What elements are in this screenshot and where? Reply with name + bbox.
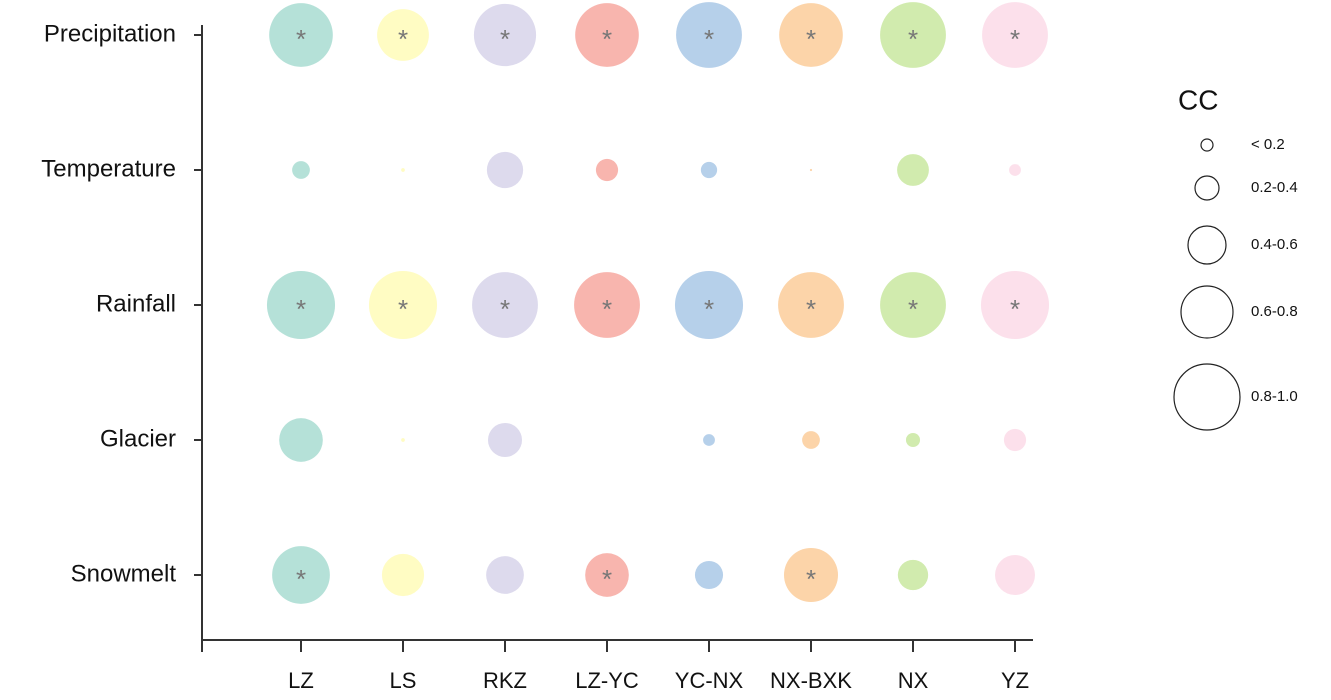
bubble xyxy=(272,546,330,604)
bubble xyxy=(472,272,538,338)
x-tick-label: NX-BXK xyxy=(770,668,852,693)
bubble xyxy=(779,3,843,67)
bubble xyxy=(980,270,1050,340)
bubble xyxy=(595,158,619,182)
bubble xyxy=(802,431,820,449)
bubble xyxy=(778,272,844,338)
bubble xyxy=(982,2,1048,68)
bubble xyxy=(401,438,405,442)
x-tick-label: YZ xyxy=(1001,668,1029,693)
legend-label: 0.8-1.0 xyxy=(1251,388,1298,405)
significance-marker: * xyxy=(806,294,816,324)
significance-marker: * xyxy=(296,294,306,324)
bubble xyxy=(1003,428,1027,452)
bubble xyxy=(880,272,946,338)
legend-circle xyxy=(1200,138,1214,152)
x-tick-label: LZ xyxy=(288,668,314,693)
bubble xyxy=(575,3,639,67)
y-tick-label: Glacier xyxy=(100,425,176,452)
bubble xyxy=(703,434,715,446)
bubble xyxy=(809,168,813,172)
bubble xyxy=(694,560,724,590)
bubble xyxy=(381,553,425,597)
bubble xyxy=(574,272,640,338)
y-tick-label: Rainfall xyxy=(96,290,176,317)
significance-marker: * xyxy=(500,294,510,324)
bubble xyxy=(486,151,524,189)
legend-title: CC xyxy=(1178,84,1218,115)
significance-marker: * xyxy=(908,24,918,54)
bubble xyxy=(897,559,929,591)
bubble xyxy=(995,555,1035,595)
bubble xyxy=(1009,164,1021,176)
bubble xyxy=(905,432,921,448)
bubble xyxy=(676,2,742,68)
bubble xyxy=(368,270,438,340)
bubble xyxy=(880,2,946,68)
significance-marker: * xyxy=(806,564,816,594)
bubble xyxy=(487,422,523,458)
y-tick-label: Precipitation xyxy=(44,20,176,47)
significance-marker: * xyxy=(704,294,714,324)
significance-marker: * xyxy=(296,24,306,54)
significance-marker: * xyxy=(602,564,612,594)
bubble xyxy=(473,3,537,67)
bubble xyxy=(897,154,929,186)
significance-marker: * xyxy=(1010,294,1020,324)
significance-marker: * xyxy=(602,24,612,54)
significance-marker: * xyxy=(398,24,408,54)
y-tick-label: Snowmelt xyxy=(71,560,177,587)
legend-label: < 0.2 xyxy=(1251,136,1285,153)
legend-circle xyxy=(1187,225,1227,265)
bubble xyxy=(266,270,336,340)
significance-marker: * xyxy=(806,24,816,54)
x-tick-label: LZ-YC xyxy=(575,668,639,693)
significance-marker: * xyxy=(398,294,408,324)
y-tick-label: Temperature xyxy=(41,155,176,182)
legend-circle xyxy=(1180,285,1234,339)
legend-circle xyxy=(1194,175,1220,201)
x-tick-label: NX xyxy=(898,668,929,693)
bubble xyxy=(585,553,629,597)
bubble xyxy=(783,547,839,603)
bubble xyxy=(700,161,718,179)
bubble xyxy=(674,270,744,340)
significance-marker: * xyxy=(908,294,918,324)
x-tick-label: RKZ xyxy=(483,668,527,693)
bubble xyxy=(269,3,333,67)
x-tick-label: LS xyxy=(390,668,417,693)
legend-label: 0.2-0.4 xyxy=(1251,179,1298,196)
significance-marker: * xyxy=(1010,24,1020,54)
legend-circle xyxy=(1173,363,1241,431)
significance-marker: * xyxy=(500,24,510,54)
legend-label: 0.4-0.6 xyxy=(1251,236,1298,253)
significance-marker: * xyxy=(704,24,714,54)
legend-label: 0.6-0.8 xyxy=(1251,303,1298,320)
bubble xyxy=(401,168,405,172)
bubble xyxy=(486,556,524,594)
bubble xyxy=(377,9,429,61)
bubble xyxy=(279,418,323,462)
x-tick-label: YC-NX xyxy=(675,668,744,693)
significance-marker: * xyxy=(602,294,612,324)
bubble xyxy=(292,161,310,179)
significance-marker: * xyxy=(296,564,306,594)
